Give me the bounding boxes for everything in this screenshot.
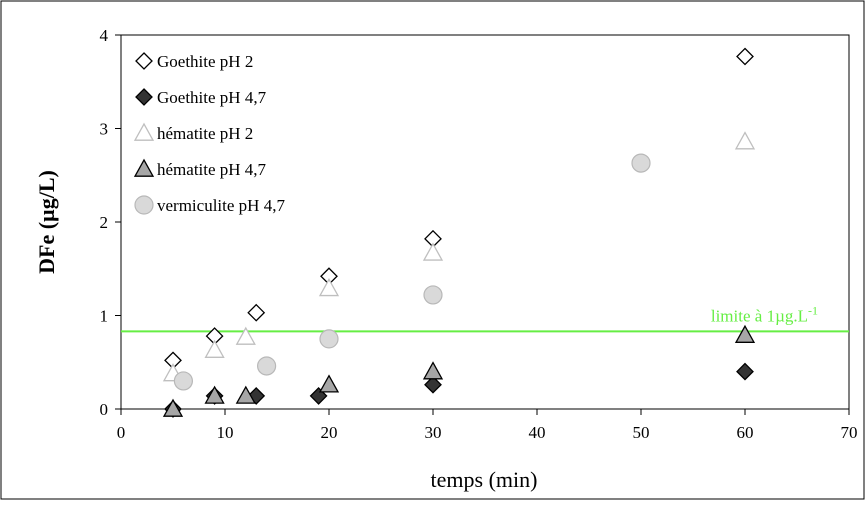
legend-entry: hématite pH 4,7 (133, 158, 267, 179)
data-point (173, 371, 193, 391)
y-axis-title: DFe (µg/L) (34, 170, 59, 274)
reference-line-label-superscript: -1 (808, 303, 818, 317)
data-point (423, 285, 443, 305)
y-tick-label: 4 (100, 26, 109, 45)
legend-label: Goethite pH 4,7 (157, 88, 267, 107)
data-point (736, 362, 754, 381)
data-point (734, 131, 756, 150)
series-4 (173, 153, 651, 391)
x-tick-label: 10 (217, 423, 234, 442)
legend-label: vermiculite pH 4,7 (157, 196, 285, 215)
x-tick-label: 50 (633, 423, 650, 442)
reference-line-label: limite à 1µg.L-1 (711, 303, 818, 325)
data-point (422, 361, 444, 380)
data-point (247, 303, 266, 322)
data-point (319, 329, 339, 349)
legend-marker (133, 122, 155, 141)
data-point (318, 278, 340, 297)
y-tick-label: 3 (100, 120, 109, 139)
data-point (235, 326, 256, 345)
legend-marker (135, 52, 153, 70)
y-tick-label: 0 (100, 400, 109, 419)
legend-label: Goethite pH 2 (157, 52, 253, 71)
plot-area: 0 10 20 30 40 50 60 70 0 1 2 3 4 limite à 1µg.L-1 (100, 26, 858, 442)
legend-marker (135, 88, 153, 106)
x-axis-title: temps (min) (431, 467, 538, 492)
x-tick-label: 30 (425, 423, 442, 442)
x-tick-label: 0 (117, 423, 126, 442)
legend-entry: Goethite pH 2 (135, 52, 253, 71)
data-point (247, 386, 266, 405)
data-point (235, 385, 256, 404)
legend-marker (134, 195, 154, 215)
series-3 (162, 324, 756, 417)
y-tick-label: 1 (100, 307, 109, 326)
y-tick-label: 2 (100, 213, 109, 232)
data-point (734, 324, 756, 343)
x-tick-label: 40 (529, 423, 546, 442)
legend-entry: Goethite pH 4,7 (135, 88, 267, 107)
data-point (424, 375, 442, 394)
reference-line-label-text: limite à 1µg.L (711, 306, 808, 325)
data-point (162, 398, 184, 417)
legend-label: hématite pH 2 (157, 124, 253, 143)
data-point (204, 385, 225, 404)
x-tick-label: 20 (321, 423, 338, 442)
data-point (422, 242, 444, 261)
legend-entry: vermiculite pH 4,7 (134, 195, 285, 215)
data-point (318, 374, 340, 393)
data-point (736, 47, 754, 66)
legend-marker (133, 158, 155, 177)
legend-label: hématite pH 4,7 (157, 160, 267, 179)
data-point (257, 356, 277, 376)
data-point (204, 339, 225, 358)
x-tick-label: 70 (841, 423, 858, 442)
legend: Goethite pH 2 Goethite pH 4,7 hématite pH … (133, 52, 285, 215)
legend-entry: hématite pH 2 (133, 122, 253, 143)
x-tick-label: 60 (737, 423, 754, 442)
data-point (631, 153, 651, 173)
